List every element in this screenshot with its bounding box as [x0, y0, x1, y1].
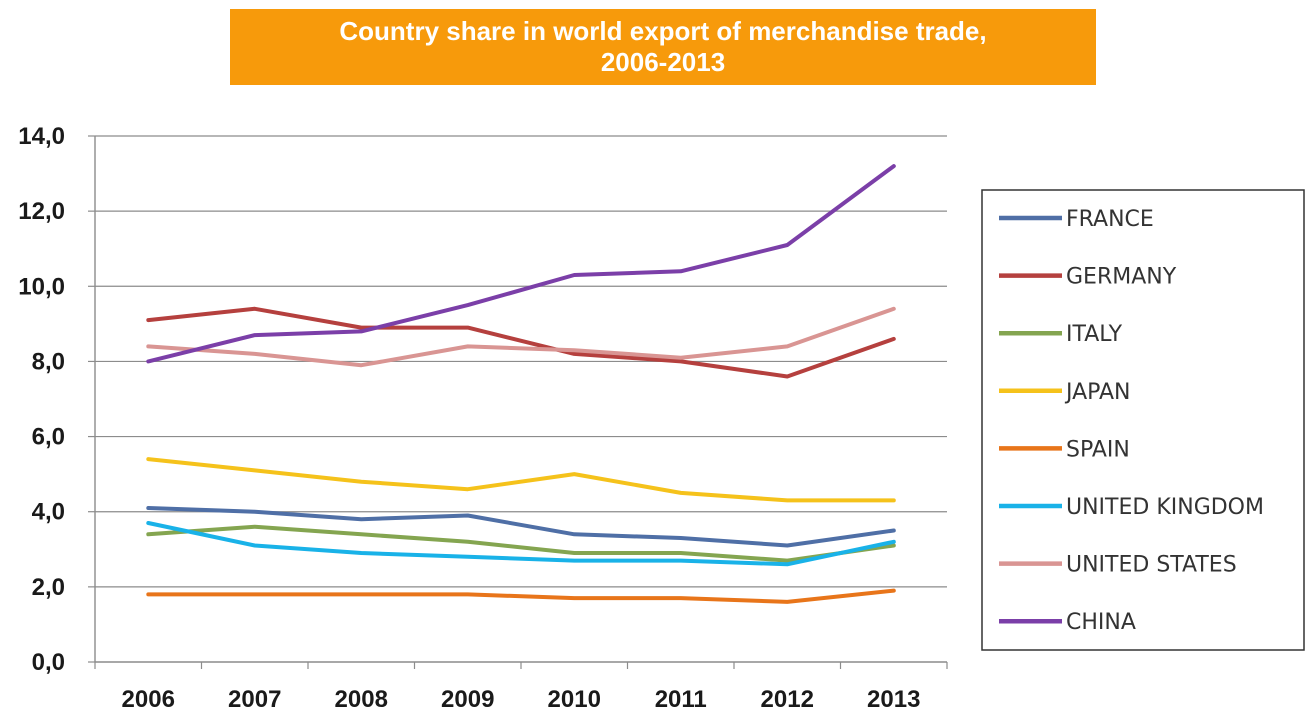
legend-label: JAPAN: [1064, 380, 1131, 405]
series-lines: [146, 164, 896, 604]
legend: FRANCE GERMANY ITALY JAPAN SPAIN UNITED KINGD…: [981, 189, 1305, 651]
legend-label: UNITED STATES: [1066, 553, 1237, 578]
y-tick-label: 6,0: [32, 424, 65, 451]
x-tick-label: 2011: [655, 686, 707, 713]
x-tick-label: 2007: [228, 686, 281, 713]
y-tick-label: 2,0: [32, 574, 65, 601]
y-axis-tick-labels: 0,0 2,0 4,0 6,0 8,0 10,0 12,0 14,0: [18, 123, 65, 676]
chart-subtitle: 2006-2013: [600, 47, 726, 77]
legend-label: GERMANY: [1066, 265, 1177, 290]
series-line-italy: [146, 524, 896, 563]
y-tick-label: 10,0: [18, 273, 65, 300]
legend-label: ITALY: [1066, 322, 1123, 347]
chart-title: Country share in world export of merchan…: [339, 16, 987, 46]
series-line-japan: [146, 457, 896, 503]
series-line-germany: [146, 306, 896, 379]
series-line-china: [146, 164, 896, 364]
x-tick-label: 2009: [441, 686, 494, 713]
y-tick-label: 12,0: [18, 198, 65, 225]
y-tick-label: 8,0: [32, 348, 65, 375]
legend-label: FRANCE: [1066, 207, 1154, 232]
x-tick-label: 2010: [548, 686, 601, 713]
x-tick-label: 2012: [761, 686, 814, 713]
y-tick-label: 0,0: [32, 649, 65, 676]
axes: [88, 135, 948, 669]
legend-label: CHINA: [1066, 610, 1136, 635]
x-axis-tick-labels: 2006 2007 2008 2009 2010 2011 2012 2013: [122, 686, 921, 713]
series-line-spain: [146, 588, 896, 604]
legend-label: UNITED KINGDOM: [1066, 495, 1264, 520]
y-tick-label: 14,0: [18, 123, 65, 150]
legend-label: SPAIN: [1066, 437, 1130, 462]
x-tick-label: 2008: [335, 686, 388, 713]
series-line-france: [146, 506, 896, 548]
chart-title-box: Country share in world export of merchan…: [230, 9, 1096, 85]
legend-box: [981, 189, 1305, 651]
y-tick-label: 4,0: [32, 499, 65, 526]
x-tick-label: 2013: [867, 686, 920, 713]
x-tick-label: 2006: [122, 686, 175, 713]
gridlines: [95, 135, 947, 588]
series-line-united-states: [146, 306, 896, 368]
series-line-united-kingdom: [146, 521, 896, 567]
